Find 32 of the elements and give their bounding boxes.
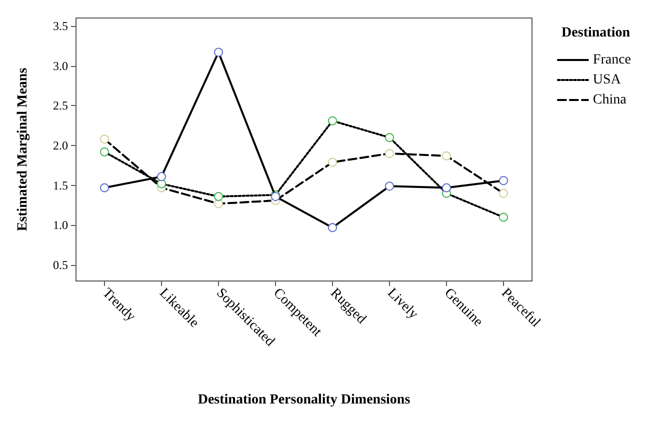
point [499, 212, 508, 222]
y-axis-title: Estimated Marginal Means [16, 67, 30, 232]
point [499, 188, 508, 198]
y-tick-label: 2.0 [53, 138, 68, 153]
y-tick-label: 2.5 [53, 98, 68, 113]
point [328, 116, 337, 126]
y-tick-label: 1.5 [53, 178, 68, 192]
point [385, 133, 394, 142]
y-tick-label: 3.5 [53, 18, 68, 33]
x-axis-title: Destination Personality Dimensions [198, 392, 411, 408]
legend-title: Destination [562, 26, 630, 40]
point [214, 192, 223, 202]
y-tick-label: 0.5 [53, 258, 68, 272]
point [385, 148, 394, 158]
legend-label: China [592, 92, 628, 108]
point [328, 223, 337, 232]
point [385, 182, 394, 191]
point [100, 147, 109, 156]
y-tick-label: 1.0 [53, 218, 68, 232]
point [442, 183, 451, 192]
point [100, 183, 109, 192]
point [157, 172, 166, 182]
y-tick-label: 3.0 [53, 58, 68, 73]
point [499, 176, 508, 186]
legend-label: France [592, 52, 632, 68]
point [157, 179, 166, 188]
point [214, 48, 223, 57]
point [442, 151, 451, 160]
legend-label: USA [592, 72, 622, 88]
point [214, 199, 223, 208]
point [100, 134, 109, 144]
point [328, 158, 337, 167]
